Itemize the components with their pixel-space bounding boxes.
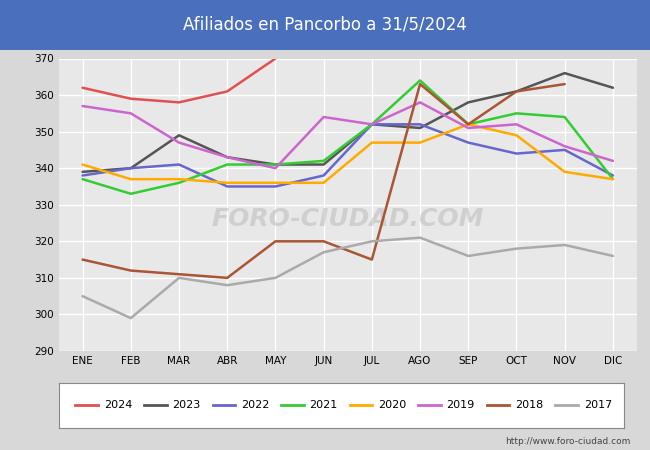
Text: 2023: 2023 xyxy=(172,400,201,410)
Text: Afiliados en Pancorbo a 31/5/2024: Afiliados en Pancorbo a 31/5/2024 xyxy=(183,16,467,34)
Text: 2020: 2020 xyxy=(378,400,406,410)
Text: 2021: 2021 xyxy=(309,400,338,410)
Text: 2019: 2019 xyxy=(447,400,474,410)
Text: 2024: 2024 xyxy=(104,400,132,410)
Text: 2022: 2022 xyxy=(241,400,269,410)
Text: http://www.foro-ciudad.com: http://www.foro-ciudad.com xyxy=(505,436,630,446)
Text: FORO-CIUDAD.COM: FORO-CIUDAD.COM xyxy=(211,207,484,231)
Text: 2017: 2017 xyxy=(584,400,612,410)
Text: 2018: 2018 xyxy=(515,400,543,410)
